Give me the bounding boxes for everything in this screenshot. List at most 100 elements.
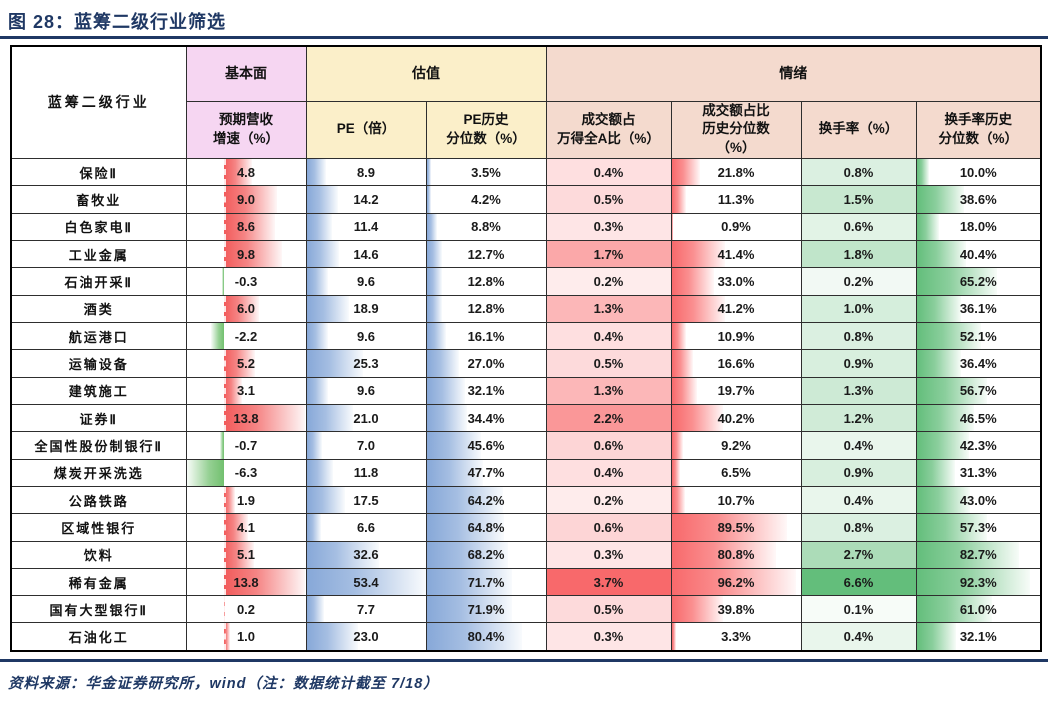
cell-turnover: 0.2%	[800, 267, 917, 296]
cell-value: 41.2%	[717, 301, 755, 317]
cell-value: 71.7%	[467, 574, 505, 590]
cell-pe: 11.4	[305, 212, 427, 242]
cell-value: 0.9%	[843, 356, 874, 372]
footer-rule	[0, 659, 1048, 662]
cell-value: 64.8%	[467, 519, 505, 535]
cell-value: 0.4%	[593, 328, 624, 344]
cell-turnover-pct: 38.6%	[915, 185, 1042, 214]
databar	[427, 268, 442, 295]
databar	[307, 296, 349, 322]
databar	[307, 460, 333, 486]
cell-rev-growth: 4.8	[185, 158, 307, 187]
cell-value: 96.2%	[717, 574, 755, 590]
table-row: 区域性银行 4.1 6.6 64.8% 0.6% 89.5% 0.8% 57.3%	[10, 513, 1042, 542]
cell-amt-share: 0.2%	[545, 267, 672, 296]
cell-pe-pct: 32.1%	[425, 376, 547, 405]
cell-amt-share-pct: 89.5%	[670, 513, 802, 542]
cell-value: 10.7%	[717, 492, 755, 508]
cell-value: 0.2%	[593, 492, 624, 508]
table-row: 石油开采Ⅱ -0.3 9.6 12.8% 0.2% 33.0% 0.2% 65.2%	[10, 267, 1042, 296]
cell-value: 0.4%	[593, 465, 624, 481]
databar	[307, 542, 380, 568]
cell-turnover: 0.4%	[800, 485, 917, 515]
cell-pe: 18.9	[305, 294, 427, 324]
cell-value: 2.7%	[843, 547, 874, 563]
cell-turnover-pct: 40.4%	[915, 240, 1042, 269]
cell-rev-growth: 6.0	[185, 294, 307, 324]
cell-value: 0.9%	[721, 219, 751, 235]
databar	[427, 623, 523, 650]
cell-value: 42.3%	[959, 437, 997, 453]
databar	[307, 569, 425, 595]
cell-value: 12.8%	[467, 274, 505, 290]
cell-value: 0.9%	[843, 465, 874, 481]
cell-value: 68.2%	[467, 547, 505, 563]
databar	[223, 186, 278, 213]
databar	[917, 460, 956, 486]
cell-value: 80.8%	[717, 547, 755, 563]
cell-value: 0.1%	[843, 601, 874, 617]
zero-axis-line	[223, 159, 226, 185]
cell-turnover-pct: 42.3%	[915, 431, 1042, 460]
table-row: 石油化工 1.0 23.0 80.4% 0.3% 3.3% 0.4% 32.1%	[10, 622, 1042, 652]
cell-value: 32.1%	[467, 383, 505, 399]
column-header-cell: PE（倍）	[305, 100, 427, 160]
zero-axis-line	[223, 596, 226, 622]
databar	[427, 241, 442, 267]
cell-turnover: 6.6%	[800, 567, 917, 597]
databar	[307, 378, 328, 404]
cell-value: 14.2	[353, 192, 379, 208]
table-row: 建筑施工 3.1 9.6 32.1% 1.3% 19.7% 1.3% 56.7%	[10, 376, 1042, 405]
cell-value: 0.6%	[843, 219, 874, 235]
cell-value: 9.6	[356, 328, 376, 344]
cell-value: 0.3%	[593, 547, 624, 563]
cell-value: 0.8%	[843, 519, 874, 535]
cell-value: 11.3%	[717, 192, 755, 208]
cell-value: 71.9%	[467, 601, 505, 617]
cell-value: 4.8	[236, 164, 256, 180]
cell-value: 1.0	[236, 629, 256, 645]
cell-value: 56.7%	[959, 383, 997, 399]
column-header-cell: 预期营收 增速（%）	[185, 100, 307, 160]
cell-rev-growth: -6.3	[185, 458, 307, 487]
industry-name: 酒类	[10, 294, 187, 324]
cell-value: 40.2%	[717, 410, 755, 426]
table-row: 公路铁路 1.9 17.5 64.2% 0.2% 10.7% 0.4% 43.0%	[10, 485, 1042, 515]
cell-rev-growth: 1.9	[185, 485, 307, 515]
industry-name: 工业金属	[10, 240, 187, 269]
cell-pe: 23.0	[305, 622, 427, 652]
databar	[307, 432, 323, 459]
cell-value: 1.5%	[843, 192, 874, 208]
table-row: 工业金属 9.8 14.6 12.7% 1.7% 41.4% 1.8% 40.4%	[10, 240, 1042, 269]
cell-amt-share-pct: 16.6%	[670, 349, 802, 378]
cell-value: 3.7%	[593, 574, 624, 590]
column-header-cell: 成交额占比 历史分位数 （%）	[670, 100, 802, 160]
cell-value: 0.8%	[843, 328, 874, 344]
cell-amt-share-pct: 9.2%	[670, 431, 802, 460]
databar	[917, 159, 929, 185]
databar	[221, 268, 224, 295]
cell-value: 5.1	[236, 547, 256, 563]
cell-value: 17.5	[353, 492, 379, 508]
cell-rev-growth: -0.7	[185, 431, 307, 460]
databar	[223, 569, 305, 595]
cell-turnover: 0.4%	[800, 622, 917, 652]
table-row: 国有大型银行Ⅱ 0.2 7.7 71.9% 0.5% 39.8% 0.1% 61.0%	[10, 595, 1042, 624]
zero-axis-line	[223, 432, 226, 459]
cell-amt-share: 1.3%	[545, 376, 672, 405]
cell-value: 18.0%	[959, 219, 997, 235]
cell-value: 36.1%	[959, 301, 997, 317]
zero-axis-line	[223, 214, 226, 240]
cell-value: 0.5%	[593, 601, 624, 617]
cell-amt-share: 0.5%	[545, 349, 672, 378]
cell-value: 89.5%	[717, 519, 755, 535]
cell-rev-growth: 5.1	[185, 540, 307, 569]
cell-value: 92.3%	[959, 574, 997, 590]
cell-value: 47.7%	[467, 465, 505, 481]
databar	[223, 378, 243, 404]
cell-value: 13.8	[233, 410, 259, 426]
cell-value: 0.2%	[593, 274, 624, 290]
cell-rev-growth: -0.3	[185, 267, 307, 296]
databar	[427, 514, 504, 541]
cell-rev-growth: 8.6	[185, 212, 307, 242]
